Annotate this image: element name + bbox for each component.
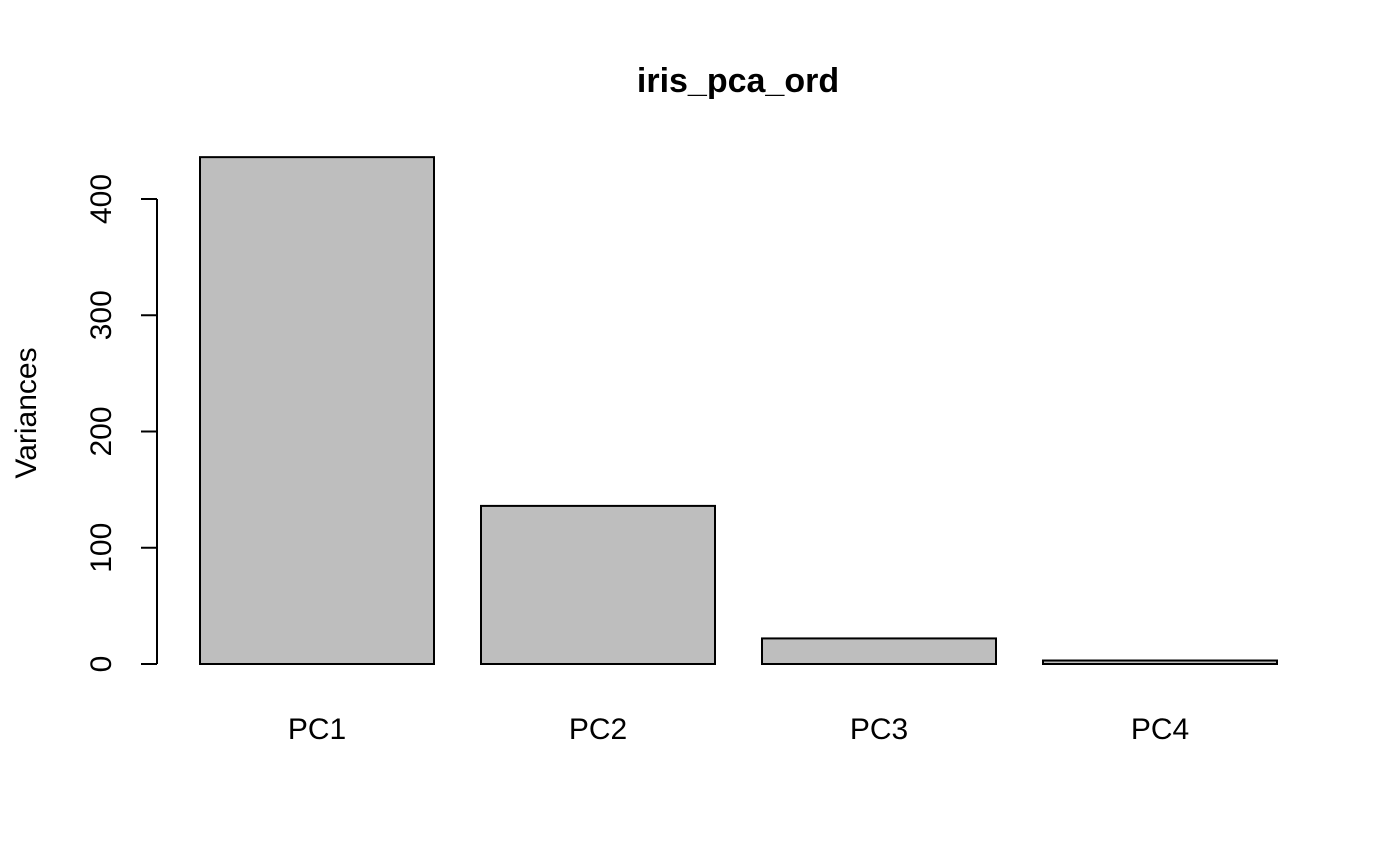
x-category-label: PC2 xyxy=(569,713,627,746)
bars xyxy=(199,156,1278,666)
bar-pc2 xyxy=(480,504,716,665)
x-category-label: PC4 xyxy=(1131,713,1189,746)
bar-pc4 xyxy=(1042,659,1278,666)
y-tick-label: 100 xyxy=(85,523,118,573)
y-axis: 0 100 200 300 400 xyxy=(85,174,158,673)
x-category-label: PC1 xyxy=(288,713,346,746)
x-category-label: PC3 xyxy=(850,713,908,746)
y-tick-label: 300 xyxy=(85,290,118,340)
y-tick-label: 400 xyxy=(85,174,118,224)
x-category-labels: PC1 PC2 PC3 PC4 xyxy=(288,713,1189,746)
y-tick-label: 0 xyxy=(85,656,118,673)
bar-pc3 xyxy=(761,637,997,665)
bar-pc1 xyxy=(199,156,435,665)
y-tick-label: 200 xyxy=(85,406,118,456)
y-axis-label: Variances xyxy=(10,347,43,478)
chart-title: iris_pca_ord xyxy=(637,62,839,100)
